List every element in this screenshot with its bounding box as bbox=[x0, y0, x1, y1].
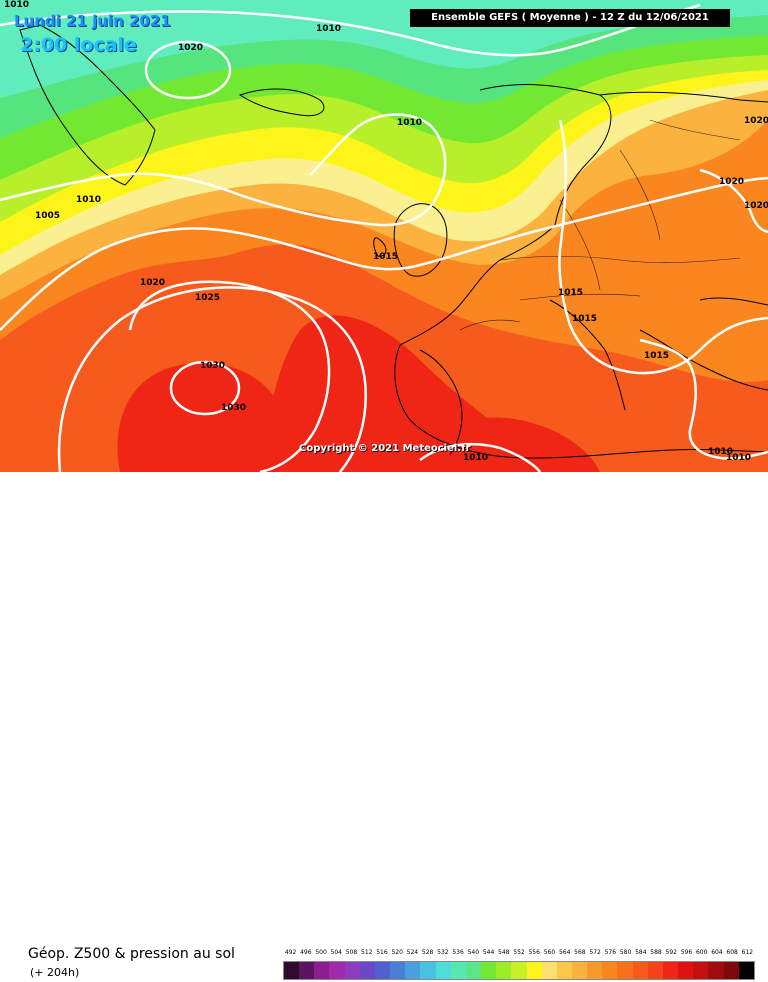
color-scale-cell bbox=[435, 962, 451, 979]
color-scale-label: 612 bbox=[741, 949, 754, 956]
isobar-label: 1015 bbox=[572, 314, 597, 324]
isobars bbox=[0, 3, 768, 472]
color-scale-cell bbox=[405, 962, 421, 979]
color-scale-cell bbox=[526, 962, 542, 979]
isobar-label: 1010 bbox=[726, 453, 751, 463]
color-scale-cell bbox=[344, 962, 360, 979]
color-scale-cells bbox=[283, 961, 755, 980]
isobar-label: 1030 bbox=[200, 361, 225, 371]
isobar-label: 1020 bbox=[140, 278, 165, 288]
color-scale-cell bbox=[284, 962, 300, 979]
color-scale: 492 496 500 504 508 512 516 520 524 528 532 536 540 5… bbox=[283, 949, 755, 982]
color-scale-cell bbox=[390, 962, 406, 979]
color-scale-cell bbox=[632, 962, 648, 979]
color-scale-cell bbox=[359, 962, 375, 979]
isobar-label: 1010 bbox=[4, 0, 29, 10]
color-scale-cell bbox=[496, 962, 512, 979]
country-borders bbox=[459, 119, 741, 331]
color-scale-cell bbox=[738, 962, 754, 979]
color-scale-labels: 492 496 500 504 508 512 516 520 524 528 532 536 540 5… bbox=[283, 949, 755, 960]
color-scale-cell bbox=[541, 962, 557, 979]
isobar-label: 1010 bbox=[76, 195, 101, 205]
forecast-time: 2:00 locale bbox=[20, 34, 137, 56]
color-scale-cell bbox=[556, 962, 572, 979]
color-scale-cell bbox=[617, 962, 633, 979]
weather-map: 1010 1020 1010 1010 1005 1010 1015 1020 … bbox=[0, 0, 768, 472]
band-red-south bbox=[420, 417, 600, 472]
isobar-label: 1010 bbox=[708, 447, 733, 457]
color-scale-cell bbox=[602, 962, 618, 979]
band-red-core bbox=[117, 362, 288, 472]
color-scale-cell bbox=[587, 962, 603, 979]
color-scale-cell bbox=[374, 962, 391, 979]
isobar-label: 1015 bbox=[373, 252, 398, 262]
isobar-label: 1015 bbox=[558, 288, 583, 298]
color-scale-cell bbox=[678, 962, 694, 979]
color-scale-cell bbox=[314, 962, 330, 979]
isobar-label: 1010 bbox=[316, 24, 341, 34]
geopotential-field: 1010 1020 1010 1010 1005 1010 1015 1020 … bbox=[0, 0, 768, 472]
isobar-label: 1020 bbox=[719, 177, 744, 187]
model-header: Ensemble GEFS ( Moyenne ) - 12 Z du 12/0… bbox=[410, 9, 730, 27]
isobar-label: 1010 bbox=[463, 453, 488, 463]
isobar-label: 1010 bbox=[397, 118, 422, 128]
isobar-labels: 1010 1020 1010 1010 1005 1010 1015 1020 … bbox=[4, 0, 768, 463]
isobar-label: 1015 bbox=[644, 351, 669, 361]
legend-footer: Géop. Z500 & pression au sol (+ 204h) 49… bbox=[0, 472, 768, 980]
copyright-text: Copyright © 2021 Meteociel.fr bbox=[299, 443, 471, 454]
color-scale-cell bbox=[420, 962, 436, 979]
color-scale-cell bbox=[450, 962, 466, 979]
isobar-label: 1005 bbox=[35, 211, 60, 221]
color-scale-cell bbox=[511, 962, 527, 979]
color-scale-cell bbox=[329, 962, 345, 979]
forecast-lead-time: (+ 204h) bbox=[30, 966, 80, 979]
isobar-label: 1020 bbox=[178, 43, 203, 53]
isobar-label: 1030 bbox=[221, 403, 246, 413]
map-title: Géop. Z500 & pression au sol bbox=[28, 946, 235, 962]
color-scale-cell bbox=[299, 962, 315, 979]
color-scale-cell bbox=[647, 962, 663, 979]
color-scale-cell bbox=[662, 962, 679, 979]
color-scale-cell bbox=[571, 962, 588, 979]
color-scale-cell bbox=[708, 962, 724, 979]
color-scale-cell bbox=[723, 962, 739, 979]
isobar-label: 1020 bbox=[744, 116, 768, 126]
isobar-label: 1020 bbox=[744, 201, 768, 211]
isobar-label: 1025 bbox=[195, 293, 220, 303]
color-scale-cell bbox=[693, 962, 709, 979]
color-scale-cell bbox=[465, 962, 482, 979]
coastlines bbox=[19, 24, 768, 459]
color-scale-cell bbox=[481, 962, 497, 979]
forecast-date: Lundi 21 juin 2021 bbox=[14, 12, 171, 30]
